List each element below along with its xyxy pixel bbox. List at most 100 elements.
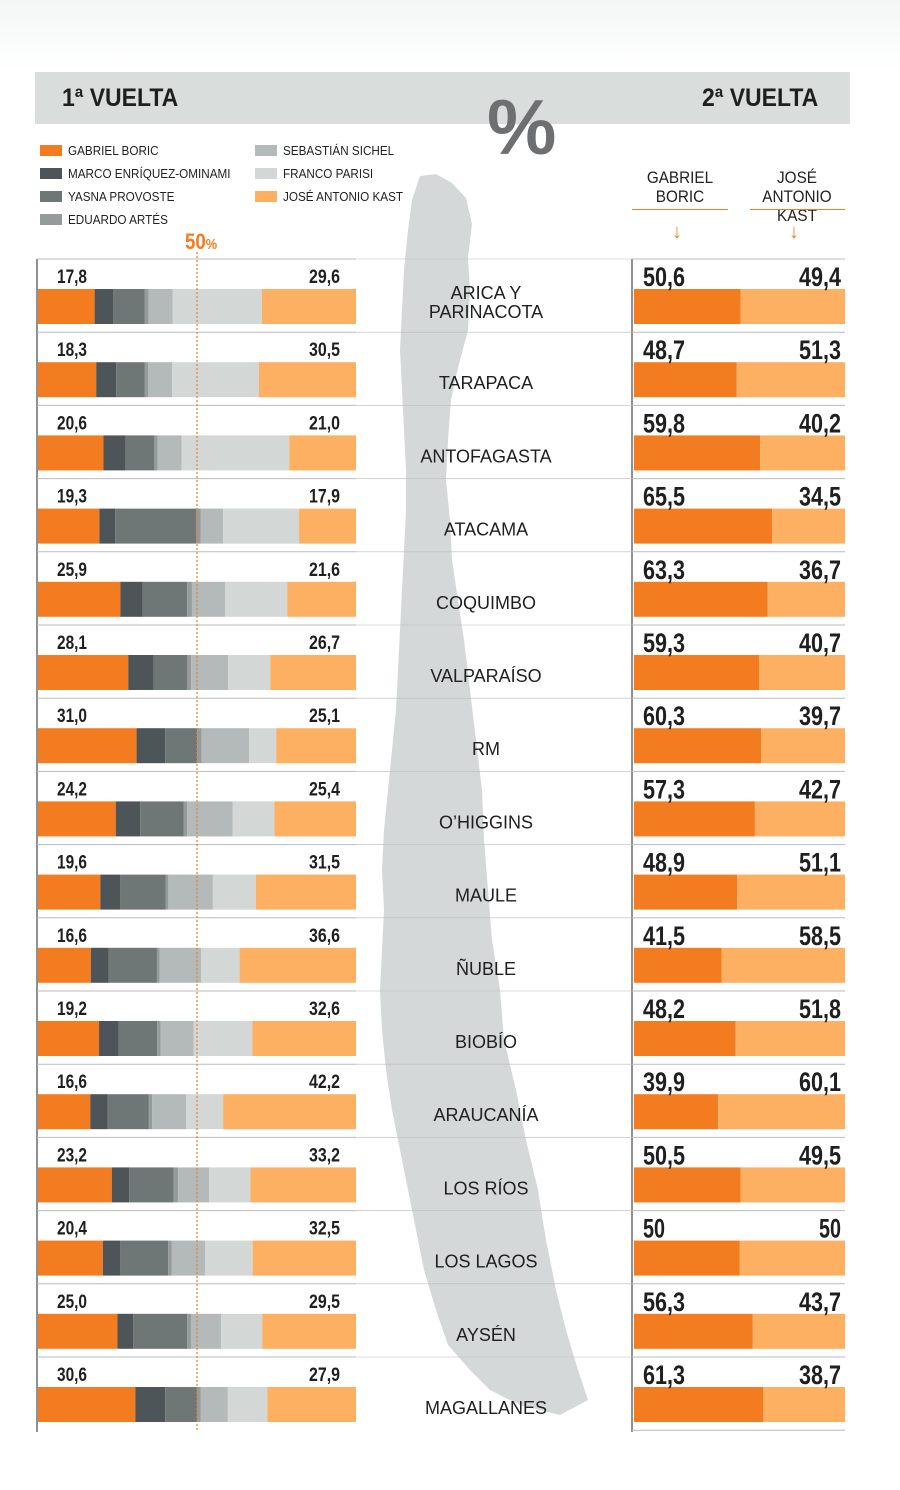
label-boric-first-round: 25,9 [57, 560, 87, 581]
region-name: COQUIMBO [436, 593, 536, 613]
label-kast-first-round: 30,5 [309, 340, 340, 361]
second-round-bars [634, 289, 845, 1422]
label-boric-second-round: 48,2 [643, 994, 685, 1024]
label-kast-first-round: 31,5 [309, 853, 340, 874]
bar-maule-marco-enriquez-ominami [100, 874, 121, 910]
bar2-arica-y-parinacota-boric [634, 289, 741, 324]
label-kast-second-round: 58,5 [799, 921, 841, 951]
bar-coquimbo-jose-antonio-kast [287, 581, 356, 617]
bar-nuble-franco-parisi [201, 947, 240, 983]
bar-biobio-marco-enriquez-ominami [99, 1021, 119, 1056]
legend-label-enriquez-ominami: MARCO ENRÍQUEZ-OMINAMI [68, 166, 231, 181]
candidate-boric-line2: BORIC [655, 187, 705, 206]
label-kast-second-round: 40,2 [799, 408, 841, 438]
bar2-o-higgins-boric [634, 801, 755, 837]
bar-magallanes-yasna-provoste [165, 1387, 197, 1422]
bar-maule-sebastian-sichel [168, 874, 213, 910]
label-kast-first-round: 21,0 [309, 413, 340, 434]
bar-atacama-eduardo-artes [196, 508, 201, 544]
bar-tarapaca-sebastian-sichel [148, 362, 173, 398]
bar-coquimbo-yasna-provoste [142, 581, 188, 617]
bar-maule-franco-parisi [212, 874, 256, 910]
label-boric-first-round: 19,6 [57, 853, 87, 874]
label-kast-second-round: 43,7 [799, 1287, 841, 1317]
bar-valparaiso-franco-parisi [228, 655, 271, 690]
candidate-kast-underline [750, 209, 845, 210]
label-kast-first-round: 21,6 [309, 560, 340, 581]
bar2-antofagasta-kast [760, 435, 845, 471]
label-kast-first-round: 27,9 [309, 1365, 340, 1386]
legend-label-kast: JOSÉ ANTONIO KAST [283, 189, 404, 204]
label-kast-first-round: 36,6 [309, 926, 340, 947]
label-boric-first-round: 19,3 [57, 487, 87, 508]
bar-magallanes-franco-parisi [227, 1387, 268, 1422]
bar-antofagasta-jose-antonio-kast [289, 435, 356, 471]
bar-nuble-gabriel-boric [38, 947, 91, 983]
region-name: ATACAMA [444, 520, 528, 540]
bar-rm-sebastian-sichel [201, 728, 250, 764]
bar-biobio-gabriel-boric [38, 1021, 100, 1056]
bar-nuble-eduardo-artes [156, 947, 160, 983]
bar2-biobio-boric [634, 1021, 736, 1056]
label-kast-second-round: 39,7 [799, 701, 841, 731]
bar-o-higgins-franco-parisi [232, 801, 275, 837]
legend-label-artes: EDUARDO ARTÉS [68, 212, 168, 227]
label-kast-second-round: 49,4 [799, 262, 841, 292]
fifty-percent-label: 50% [185, 229, 217, 255]
bar-coquimbo-marco-enriquez-ominami [120, 581, 143, 617]
label-kast-first-round: 17,9 [309, 487, 340, 508]
bar-biobio-franco-parisi [193, 1021, 253, 1056]
bar-araucania-jose-antonio-kast [223, 1094, 356, 1130]
bar-maule-yasna-provoste [120, 874, 166, 910]
label-kast-first-round: 32,5 [309, 1219, 340, 1240]
legend-swatch-artes [40, 214, 62, 225]
label-boric-second-round: 59,3 [643, 628, 685, 658]
candidate-kast-header: JOSÉ ANTONIO KAST [744, 168, 850, 225]
bar-nuble-sebastian-sichel [159, 947, 202, 983]
bar-valparaiso-gabriel-boric [38, 655, 129, 690]
bar-arica-y-parinacota-marco-enriquez-ominami [94, 289, 114, 324]
bar-o-higgins-eduardo-artes [183, 801, 188, 837]
bar-o-higgins-marco-enriquez-ominami [115, 801, 141, 837]
region-name: RM [472, 739, 500, 759]
bar-coquimbo-gabriel-boric [38, 581, 121, 617]
bar-coquimbo-sebastian-sichel [191, 581, 226, 617]
label-kast-first-round: 26,7 [309, 633, 340, 654]
bar2-atacama-boric [634, 508, 773, 544]
label-boric-second-round: 41,5 [643, 921, 685, 951]
bar-tarapaca-franco-parisi [172, 362, 260, 398]
bar-valparaiso-yasna-provoste [153, 655, 188, 690]
label-boric-second-round: 39,9 [643, 1067, 685, 1097]
bar-maule-jose-antonio-kast [255, 874, 356, 910]
legend-label-parisi: FRANCO PARISI [283, 166, 374, 181]
bar-aysen-eduardo-artes [187, 1313, 191, 1349]
label-boric-first-round: 16,6 [57, 1072, 87, 1093]
label-boric-first-round: 17,8 [57, 267, 87, 288]
region-name: LOS RÍOS [443, 1178, 528, 1198]
bar-arica-y-parinacota-sebastian-sichel [148, 289, 173, 324]
label-kast-first-round: 29,5 [309, 1292, 340, 1313]
candidate-boric-underline [632, 209, 728, 210]
bar2-arica-y-parinacota-kast [740, 289, 845, 324]
label-boric-first-round: 25,0 [57, 1292, 87, 1313]
bar-o-higgins-jose-antonio-kast [274, 801, 356, 837]
bar-atacama-sebastian-sichel [200, 508, 224, 544]
bar-tarapaca-gabriel-boric [38, 362, 97, 398]
bar-antofagasta-marco-enriquez-ominami [103, 435, 126, 471]
label-kast-first-round: 29,6 [309, 267, 340, 288]
bar2-coquimbo-boric [634, 581, 768, 617]
bar-biobio-sebastian-sichel [160, 1021, 194, 1056]
bar-magallanes-eduardo-artes [197, 1387, 201, 1422]
label-kast-first-round: 42,2 [309, 1072, 340, 1093]
bar2-los-lagos-kast [739, 1240, 845, 1276]
label-kast-second-round: 40,7 [799, 628, 841, 658]
bar2-maule-boric [634, 874, 738, 910]
bar-atacama-marco-enriquez-ominami [99, 508, 116, 544]
region-name: ARICA Y [451, 283, 522, 303]
bar-los-lagos-gabriel-boric [38, 1240, 103, 1276]
label-kast-second-round: 34,5 [799, 482, 841, 512]
bar-antofagasta-gabriel-boric [38, 435, 104, 471]
bar-nuble-jose-antonio-kast [239, 947, 356, 983]
